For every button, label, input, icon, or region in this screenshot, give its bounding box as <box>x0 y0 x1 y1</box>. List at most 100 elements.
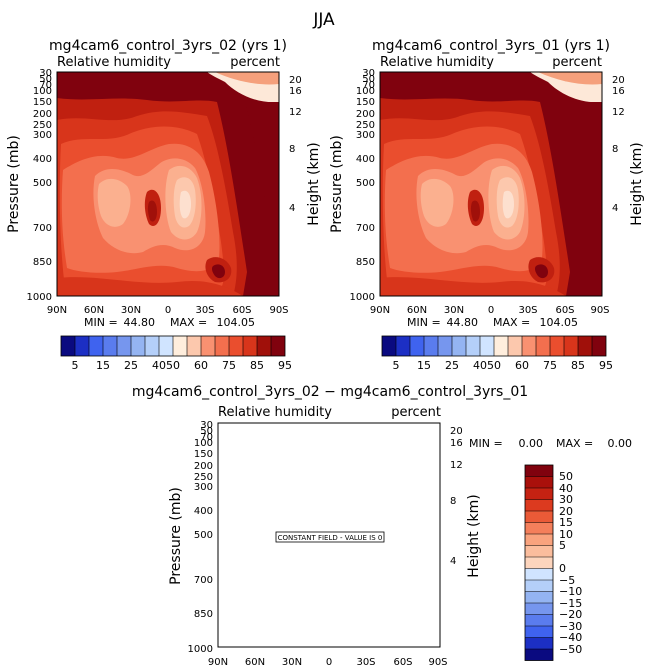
x-tick-label: 60N <box>84 305 104 316</box>
y-tick-label: 70 <box>39 80 52 91</box>
y-tick-label: 70 <box>200 432 213 443</box>
y-tick-label: 300 <box>33 130 52 141</box>
panel-3-y2-ticks: 20 16 12 8 4 <box>450 426 463 567</box>
y-tick-label: 1000 <box>27 292 52 303</box>
colorbar-box <box>424 336 438 356</box>
y-tick-label: 1000 <box>188 644 213 655</box>
colorbar-label: 5 <box>559 539 566 552</box>
y2-tick-label: 16 <box>289 86 302 97</box>
colorbar-box <box>410 336 424 356</box>
colorbar-box <box>438 336 452 356</box>
colorbar-box <box>271 336 285 356</box>
colorbar-label: 0 <box>559 562 566 575</box>
x-tick-label: 90N <box>208 657 228 668</box>
y-tick-label: 150 <box>33 97 52 108</box>
colorbar-labels: 50 40 30 20 15 10 5 0 −5 −10 −15 −20 −30… <box>559 470 582 656</box>
contour-band <box>245 102 279 296</box>
panel-3-max-value: 0.00 <box>608 437 633 450</box>
constant-field-annotation: CONSTANT FIELD - VALUE IS 0 <box>278 534 383 542</box>
panel-1-ylabel: Pressure (mb) <box>6 135 22 233</box>
colorbar-label: 40 <box>559 482 573 495</box>
panel-1-y2label: Height (km) <box>306 142 322 225</box>
panel-2-plot <box>379 71 603 297</box>
panel-2-max-text: MAX = <box>493 316 530 329</box>
y-tick-label: 100 <box>194 438 213 449</box>
colorbar-box <box>525 488 553 500</box>
colorbar-dividers <box>74 336 272 356</box>
colorbar-box <box>494 336 508 356</box>
colorbar-label: −40 <box>559 631 582 644</box>
colorbar-box <box>525 557 553 569</box>
x-tick-label: 30N <box>121 305 141 316</box>
colorbar-box <box>382 336 396 356</box>
colorbar-box <box>466 336 480 356</box>
panel-1-units-label: percent <box>230 55 280 70</box>
panel-3-title: mg4cam6_control_3yrs_02 − mg4cam6_contro… <box>132 384 528 400</box>
colorbar-box <box>257 336 271 356</box>
colorbar-box <box>536 336 550 356</box>
colorbar-box <box>525 614 553 626</box>
colorbar-box <box>525 626 553 638</box>
y2-tick-label: 4 <box>289 203 295 214</box>
y-tick-label: 30 <box>362 68 375 79</box>
colorbar-box <box>243 336 257 356</box>
panel-1-y-ticks: 30 50 70 100 150 200 250 300 400 500 700… <box>27 68 52 303</box>
constant-field-box <box>275 531 385 543</box>
x-tick-label: 0 <box>488 305 494 316</box>
colorbar-labels: 5 15 25 40 50 60 75 85 95 <box>72 359 293 372</box>
colorbar-label: 15 <box>96 359 110 372</box>
panel-2-title: mg4cam6_control_3yrs_01 (yrs 1) <box>372 38 610 54</box>
y-tick-label: 300 <box>356 130 375 141</box>
panel-1-plot <box>56 71 280 297</box>
contour-band <box>211 264 225 279</box>
x-tick-label: 30S <box>195 305 214 316</box>
panel-1-y2-ticks: 20 16 12 8 4 <box>289 75 302 214</box>
panel-2-variable-label: Relative humidity <box>380 55 494 70</box>
panel-3-variable-label: Relative humidity <box>218 405 332 420</box>
colorbar-label: −20 <box>559 608 582 621</box>
panel-3-min-value: 0.00 <box>519 437 544 450</box>
season-title: JJA <box>312 10 335 30</box>
x-tick-label: 90S <box>269 305 288 316</box>
panel-1-colorbar: 5 15 25 40 50 60 75 85 95 <box>60 335 293 372</box>
y-tick-label: 150 <box>194 449 213 460</box>
colorbar-label: 40 <box>152 359 166 372</box>
colorbar-box <box>525 603 553 615</box>
colorbar-label: 5 <box>72 359 79 372</box>
y-tick-label: 70 <box>362 80 375 91</box>
colorbar-box <box>187 336 201 356</box>
y-tick-label: 850 <box>33 257 52 268</box>
colorbar-box <box>525 511 553 523</box>
colorbar-box <box>592 336 606 356</box>
colorbar-box <box>396 336 410 356</box>
y-tick-label: 400 <box>194 506 213 517</box>
colorbar-box <box>159 336 173 356</box>
y2-tick-label: 4 <box>612 203 618 214</box>
colorbar-label: 60 <box>194 359 208 372</box>
contour-band <box>380 277 566 296</box>
colorbar-label: 15 <box>417 359 431 372</box>
colorbar-label: 10 <box>559 528 573 541</box>
colorbar-label: 50 <box>166 359 180 372</box>
x-tick-label: 90N <box>47 305 67 316</box>
colorbar-box <box>89 336 103 356</box>
panel-2-units-label: percent <box>552 55 602 70</box>
contour-band <box>568 102 602 296</box>
panel-1-min-value: 44.80 <box>124 316 156 329</box>
x-tick-label: 60N <box>407 305 427 316</box>
colorbar-label: 75 <box>222 359 236 372</box>
colorbar-box <box>525 545 553 557</box>
colorbar-label: 40 <box>473 359 487 372</box>
panel-3-ylabel: Pressure (mb) <box>168 487 184 585</box>
colorbar-box <box>452 336 466 356</box>
colorbar-box <box>103 336 117 356</box>
y-tick-label: 150 <box>356 97 375 108</box>
y-tick-label: 100 <box>33 86 52 97</box>
y-tick-label: 400 <box>356 154 375 165</box>
colorbar-label: 50 <box>559 470 573 483</box>
colorbar-box <box>525 465 553 477</box>
contour-band <box>147 200 157 222</box>
x-tick-label: 0 <box>165 305 171 316</box>
colorbar-box <box>61 336 75 356</box>
